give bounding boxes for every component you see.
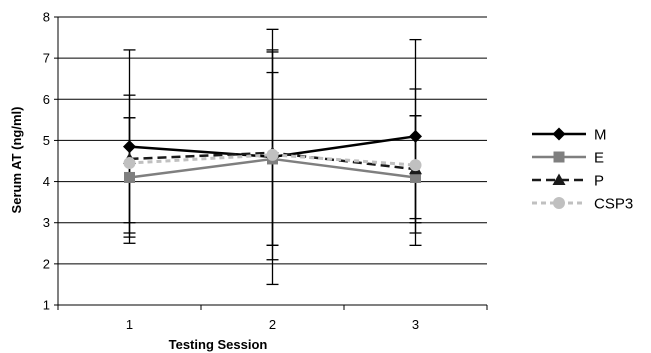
x-tick-label: 2 xyxy=(269,317,276,332)
x-axis-title: Testing Session xyxy=(169,337,268,352)
y-tick-label: 1 xyxy=(43,298,50,313)
point-CSP3 xyxy=(266,148,279,161)
point-CSP3 xyxy=(123,157,136,170)
y-axis-title: Serum AT (ng/ml) xyxy=(9,107,24,214)
legend-label-P: P xyxy=(594,173,604,190)
point-CSP3 xyxy=(409,159,422,172)
legend: MEP CSP3 xyxy=(532,127,633,213)
x-tick-label: 3 xyxy=(412,317,419,332)
legend-item-P: P xyxy=(532,173,604,190)
legend-label-CSP3: CSP3 xyxy=(594,196,633,213)
series-lines xyxy=(123,129,422,183)
y-tick-label: 2 xyxy=(43,256,50,271)
legend-marker-M xyxy=(552,127,566,141)
legend-label-M: M xyxy=(594,127,607,144)
legend-item-CSP3: CSP3 xyxy=(532,196,633,213)
axes xyxy=(54,16,488,310)
legend-marker-E xyxy=(553,151,565,163)
tick-labels: 1 2 3 4 5 6 7 8 1 2 3 xyxy=(43,10,419,333)
y-tick-label: 7 xyxy=(43,51,50,66)
y-tick-label: 6 xyxy=(43,92,50,107)
legend-item-M: M xyxy=(532,127,607,144)
legend-item-E: E xyxy=(532,150,604,167)
legend-marker-CSP3 xyxy=(553,197,565,209)
y-tick-label: 5 xyxy=(43,133,50,148)
point-E xyxy=(410,171,421,183)
point-M xyxy=(123,140,136,154)
x-tick-label: 1 xyxy=(126,317,133,332)
point-M xyxy=(409,129,422,143)
y-tick-label: 4 xyxy=(43,174,50,189)
legend-label-E: E xyxy=(594,150,604,167)
series-line-CSP3 xyxy=(129,153,416,167)
y-tick-label: 3 xyxy=(43,215,50,230)
point-E xyxy=(124,171,135,183)
legend-marker-P xyxy=(552,173,566,185)
y-tick-label: 8 xyxy=(43,10,50,25)
